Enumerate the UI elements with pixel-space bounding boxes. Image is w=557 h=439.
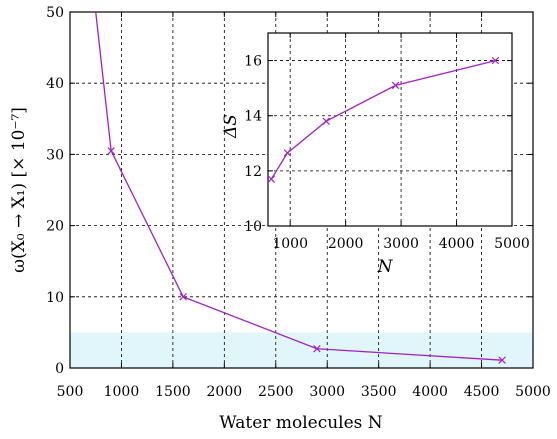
- x-tick-label: 1000: [104, 384, 140, 400]
- y-tick-label: 10: [244, 219, 262, 235]
- inset-x-tick-labels: 1000 2000 3000 4000 5000: [272, 236, 529, 252]
- x-tick-label: 500: [57, 384, 84, 400]
- main-y-tick-labels: 0 10 20 30 40 50: [46, 5, 64, 377]
- data-point-marker: [322, 117, 330, 125]
- x-tick-label: 2000: [207, 384, 243, 400]
- main-ticks: [69, 11, 534, 369]
- x-tick-label: 3500: [361, 384, 397, 400]
- x-tick-label: 1000: [272, 236, 308, 252]
- inset-plot: 1000 2000 3000 4000 5000 10 12 14 16 N ΔS: [221, 32, 530, 277]
- y-tick-label: 50: [46, 5, 64, 21]
- main-x-axis-label: Water molecules N: [219, 413, 383, 433]
- inset-series-markers: [268, 56, 500, 183]
- y-tick-label: 20: [46, 219, 64, 235]
- y-tick-label: 16: [244, 54, 262, 70]
- y-tick-label: 30: [46, 147, 64, 163]
- y-tick-label: 40: [46, 76, 64, 92]
- data-point-marker: [268, 175, 276, 183]
- data-point-marker: [107, 147, 115, 155]
- y-tick-label: 14: [244, 109, 262, 125]
- x-tick-label: 1500: [155, 384, 191, 400]
- inset-plot-frame: [267, 32, 513, 227]
- x-tick-label: 2500: [258, 384, 294, 400]
- data-point-marker: [283, 149, 292, 157]
- y-tick-label: 10: [46, 290, 64, 306]
- y-tick-label: 0: [55, 361, 64, 377]
- inset-y-tick-labels: 10 12 14 16: [244, 54, 262, 235]
- main-plot: 500 1000 1500 2000 2500 3000 3500 4000 4500 5000 …: [9, 5, 551, 433]
- x-tick-label: 3000: [309, 384, 345, 400]
- data-point-marker: [491, 56, 500, 65]
- x-tick-label: 2000: [328, 236, 364, 252]
- main-series-markers: [107, 147, 506, 364]
- inset-y-axis-label: ΔS: [221, 114, 241, 139]
- x-tick-label: 4500: [464, 384, 500, 400]
- inset-grid: [268, 33, 512, 226]
- data-point-marker: [498, 356, 506, 364]
- inset-ticks: [268, 33, 513, 227]
- data-point-marker: [313, 345, 321, 353]
- main-x-tick-labels: 500 1000 1500 2000 2500 3000 3500 4000 4500 5000: [57, 384, 551, 400]
- data-point-marker: [179, 293, 187, 301]
- main-y-axis-label: ω(X₀ → X₁) [× 10⁻⁷]: [9, 107, 29, 273]
- x-tick-label: 5000: [494, 236, 530, 252]
- inset-background: [268, 33, 512, 226]
- y-tick-label: 12: [244, 164, 262, 180]
- main-band: [70, 332, 533, 368]
- x-tick-label: 5000: [515, 384, 551, 400]
- x-tick-label: 3000: [383, 236, 419, 252]
- x-tick-label: 4000: [439, 236, 475, 252]
- inset-x-axis-label: N: [377, 257, 394, 277]
- data-point-marker: [391, 81, 400, 90]
- x-tick-label: 4000: [412, 384, 448, 400]
- main-plot-frame: [69, 11, 534, 369]
